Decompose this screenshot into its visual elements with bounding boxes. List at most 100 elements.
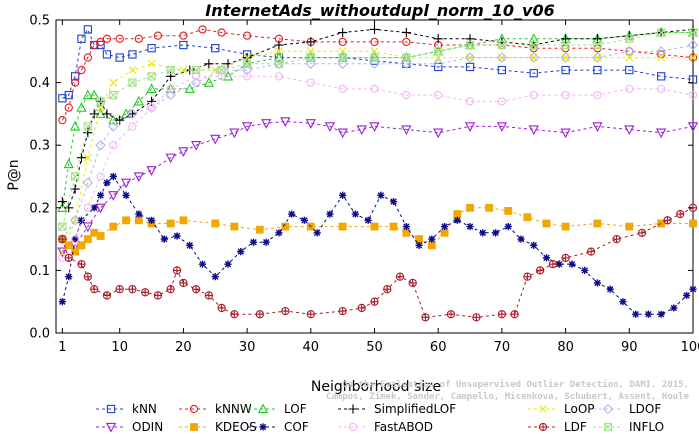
data-point-ldf bbox=[179, 278, 188, 288]
data-point-cof bbox=[555, 260, 563, 268]
data-point-inflo bbox=[191, 65, 201, 75]
data-point-odin bbox=[146, 166, 157, 176]
data-point-kdeos bbox=[453, 210, 462, 218]
data-point-fastabod bbox=[147, 103, 156, 112]
data-point-ldf bbox=[586, 247, 596, 256]
series-line-ldof bbox=[61, 44, 694, 240]
data-point-fastabod bbox=[434, 90, 443, 100]
x-tick-label: 70 bbox=[494, 340, 511, 355]
data-point-kdeos bbox=[466, 203, 474, 212]
data-point-cof bbox=[568, 260, 576, 268]
data-point-simplifiedlof bbox=[369, 24, 380, 34]
data-point-inflo bbox=[109, 90, 118, 100]
data-point-kdeos bbox=[657, 219, 666, 228]
data-point-knnw bbox=[153, 31, 163, 40]
data-point-knnw bbox=[242, 31, 252, 40]
data-point-cof bbox=[606, 285, 614, 293]
data-point-simplifiedlof bbox=[274, 40, 284, 50]
data-point-odin bbox=[560, 128, 571, 139]
data-point-ldf bbox=[102, 291, 112, 300]
data-point-kdeos bbox=[625, 222, 634, 231]
data-point-simplifiedlof bbox=[401, 27, 411, 38]
series-ldf bbox=[58, 203, 698, 322]
data-point-ldf bbox=[370, 297, 379, 306]
data-point-cof bbox=[644, 310, 653, 318]
data-point-kdeos bbox=[281, 222, 290, 231]
x-tick-label: 50 bbox=[366, 340, 383, 355]
legend-label: kNNW bbox=[215, 402, 252, 416]
data-point-simplifiedlof bbox=[102, 109, 112, 119]
data-point-kdeos bbox=[485, 203, 494, 212]
legend-entry-ldof: LDOF bbox=[593, 402, 661, 416]
data-point-odin bbox=[337, 128, 348, 139]
data-point-cof bbox=[479, 229, 487, 237]
data-point-fastabod bbox=[274, 72, 284, 81]
data-point-inflo bbox=[656, 28, 666, 37]
data-point-fastabod bbox=[70, 234, 80, 244]
data-point-cof bbox=[466, 222, 474, 231]
series-line-lof bbox=[61, 32, 693, 208]
data-point-ldf bbox=[90, 285, 99, 294]
data-point-ldf bbox=[77, 259, 86, 269]
legend-label: LDF bbox=[564, 420, 587, 434]
legend-label: kNN bbox=[132, 402, 157, 416]
x-tick-label: 100 bbox=[681, 340, 699, 355]
data-point-ldof bbox=[560, 52, 571, 63]
legend-marker bbox=[602, 403, 614, 415]
data-point-ldf bbox=[64, 253, 73, 263]
data-point-kdeos bbox=[523, 213, 532, 222]
data-point-odin bbox=[241, 122, 253, 133]
data-point-cof bbox=[593, 279, 602, 287]
legend-marker bbox=[539, 405, 547, 413]
legend: kNN kNNW LOF SimplifiedLOF LoOP LDOF ODIN KDEOS… bbox=[96, 402, 664, 434]
legend-label: LOF bbox=[284, 402, 307, 416]
data-point-lof bbox=[63, 158, 74, 169]
axis-ticks: 1 10 20 30 40 50 60 70 80 90 100 0.0 0.1 0.2 0.3 0.4 0.5 bbox=[29, 14, 699, 356]
data-point-simplifiedlof bbox=[57, 196, 67, 207]
data-point-knn bbox=[83, 25, 92, 34]
x-tick-label: 20 bbox=[175, 340, 192, 355]
data-point-odin bbox=[305, 119, 316, 129]
data-point-odin bbox=[178, 147, 189, 158]
data-point-odin bbox=[433, 128, 444, 139]
data-point-simplifiedlof bbox=[64, 203, 74, 213]
data-point-ldof bbox=[624, 46, 635, 57]
data-point-inflo bbox=[70, 172, 80, 181]
data-point-fastabod bbox=[593, 90, 602, 100]
series-line-knn bbox=[62, 28, 694, 99]
data-point-ldf bbox=[306, 310, 315, 319]
data-point-knn bbox=[593, 65, 602, 75]
y-tick-label: 0.4 bbox=[29, 76, 50, 91]
data-point-ldof bbox=[190, 77, 202, 88]
data-point-inflo bbox=[83, 122, 92, 131]
data-point-loop bbox=[689, 53, 697, 62]
data-point-knn bbox=[179, 40, 188, 50]
data-point-ldof bbox=[687, 39, 699, 51]
data-point-ldof bbox=[496, 52, 508, 63]
legend-entry-knn: kNN bbox=[96, 402, 157, 416]
data-point-knnw bbox=[64, 103, 73, 112]
data-point-cof bbox=[683, 291, 691, 300]
data-point-cof bbox=[542, 254, 551, 262]
data-point-knn bbox=[115, 53, 124, 62]
y-axis-label: P@n bbox=[6, 159, 22, 190]
series-line-odin bbox=[62, 120, 694, 253]
legend-label: SimplifiedLOF bbox=[374, 402, 456, 416]
data-point-odin bbox=[82, 222, 93, 233]
data-point-knn bbox=[402, 59, 411, 68]
data-point-kdeos bbox=[64, 241, 73, 250]
data-point-cof bbox=[530, 241, 538, 249]
data-point-ldof bbox=[464, 52, 476, 63]
data-point-odin bbox=[95, 203, 106, 214]
data-point-inflo bbox=[688, 28, 698, 37]
legend-marker bbox=[189, 404, 199, 414]
data-point-cof bbox=[415, 241, 423, 249]
data-point-ldf bbox=[408, 278, 417, 288]
legend-marker bbox=[105, 422, 117, 433]
data-point-ldf bbox=[472, 313, 481, 322]
data-point-knnw bbox=[102, 34, 112, 43]
data-point-kdeos bbox=[109, 222, 118, 231]
data-point-kdeos bbox=[71, 247, 80, 256]
data-point-cof bbox=[657, 310, 665, 318]
data-point-lof bbox=[70, 120, 81, 131]
